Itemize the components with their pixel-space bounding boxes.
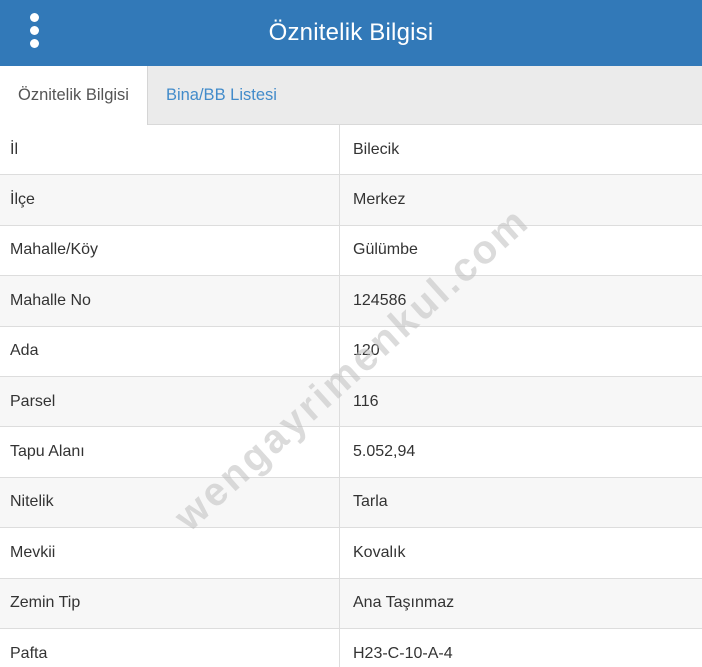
table-row: Mevkii Kovalık [0, 528, 702, 579]
attribute-value: Bilecik [353, 140, 400, 158]
attribute-value: 5.052,94 [353, 443, 416, 461]
tab-oznitelik-bilgisi[interactable]: Öznitelik Bilgisi [0, 66, 148, 125]
kebab-menu-icon[interactable] [29, 13, 39, 48]
table-row: Mahalle No 124586 [0, 276, 702, 327]
attribute-value: Merkez [353, 191, 406, 209]
attribute-label: İl [0, 125, 340, 175]
table-row: Mahalle/Köy Gülümbe [0, 225, 702, 277]
tab-bina-bb-listesi[interactable]: Bina/BB Listesi [148, 66, 295, 124]
attribute-value: H23-C-10-A-4 [353, 644, 453, 662]
table-row: İl Bilecik [0, 125, 702, 176]
attribute-label: Tapu Alanı [0, 427, 340, 477]
attribute-value: 120 [353, 342, 380, 360]
attribute-label: Pafta [0, 628, 340, 667]
attribute-label: İlçe [0, 175, 340, 225]
kebab-dot [29, 13, 39, 22]
tab-label: Bina/BB Listesi [165, 85, 277, 104]
attribute-value: Ana Taşınmaz [353, 594, 455, 612]
table-row: Nitelik Tarla [0, 477, 702, 529]
attribute-label: Zemin Tip [0, 578, 340, 628]
attribute-table: İl Bilecik İlçe Merkez Mahalle/Köy Gülüm… [0, 125, 702, 667]
tab-label: Öznitelik Bilgisi [18, 86, 129, 104]
attribute-value: 116 [353, 392, 379, 410]
table-row: Zemin Tip Ana Taşınmaz [0, 578, 702, 629]
table-row: Ada 120 [0, 326, 702, 377]
table-row: Pafta H23-C-10-A-4 [0, 628, 702, 667]
attribute-label: Ada [0, 326, 340, 376]
attribute-label: Nitelik [0, 477, 340, 528]
table-row: Tapu Alanı 5.052,94 [0, 427, 702, 478]
attribute-label: Mahalle No [0, 276, 340, 326]
attribute-label: Mahalle/Köy [0, 225, 340, 276]
table-row: İlçe Merkez [0, 175, 702, 226]
tab-bar: Öznitelik Bilgisi Bina/BB Listesi [0, 66, 702, 125]
attribute-value: Gülümbe [353, 241, 418, 259]
attribute-value: Kovalık [353, 543, 406, 561]
attribute-label: Parsel [0, 376, 340, 427]
kebab-dot [29, 39, 39, 48]
kebab-dot [29, 26, 39, 35]
page-title: Öznitelik Bilgisi [268, 19, 434, 46]
attribute-label: Mevkii [0, 528, 340, 578]
title-bar: Öznitelik Bilgisi [0, 0, 702, 66]
table-row: Parsel 116 [0, 376, 702, 428]
attribute-value: 124586 [353, 291, 407, 309]
attribute-value: Tarla [353, 493, 388, 511]
